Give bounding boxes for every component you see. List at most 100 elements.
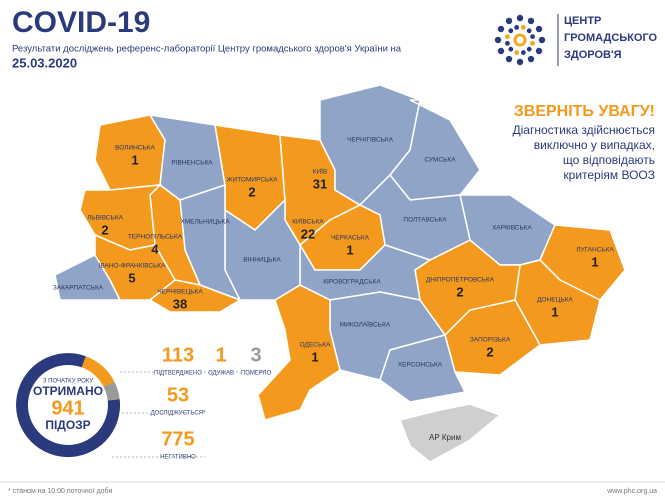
region-cases: 1 [346,242,353,257]
logo-dot [516,14,524,22]
stat-label: НЕГАТИВНО [160,455,196,461]
stat-value: 1 [215,344,226,366]
region-crimea [398,403,502,463]
region-cases: 4 [151,241,159,256]
notice-line: виключно у випадках, [534,138,655,152]
logo-icon [494,14,546,66]
region-cases: 1 [131,152,138,167]
logo-dot [505,55,513,63]
region-cases: 5 [128,270,135,285]
logo-dot [527,17,535,25]
donut-inner [31,368,105,442]
subtitle: Результати досліджень референс-лаборатор… [12,44,402,55]
logo-dot [526,28,532,34]
notice-line: що відповідають [563,153,655,167]
region-name: ЛУГАНСЬКА [576,247,614,254]
region-cases: 2 [248,184,255,199]
region-name: ХАРКІВСЬКА [492,225,532,232]
logo-dot [494,36,502,44]
logo-dot [538,36,546,44]
region-name: ХМЕЛЬНИЦЬКА [180,219,230,226]
donut-segment [103,381,120,401]
date: 25.03.2020 [12,55,77,70]
region-cases: 1 [311,349,318,364]
logo-dot [516,58,524,66]
region [379,334,467,403]
logo-dot [535,47,543,55]
logo-line: ГРОМАДСЬКОГО [564,32,658,44]
stat-value: 775 [161,428,194,450]
logo-dot [513,33,527,47]
region-name: ВІННИЦЬКА [243,257,281,264]
region-name: ХЕРСОНСЬКА [398,362,443,369]
logo-dot [535,25,543,33]
region-name: ПОЛТАВСЬКА [403,217,447,224]
summary-value: 941 [51,397,84,419]
notice-line: Діагностика здійснюється [513,123,655,137]
region-cases: 2 [456,284,463,299]
title: COVID-19 [12,6,150,39]
region [148,279,242,313]
logo-dot [505,17,513,25]
region-name: ЖИТОМИРСЬКА [227,177,279,184]
region [94,114,166,191]
region-name: АР Крим [429,433,461,442]
region-name: РІВНЕНСЬКА [171,160,213,167]
region [257,284,341,421]
region-name: КИЇВСЬКА [292,218,324,226]
stat-value: 113 [162,344,194,366]
region-name: ЗАКАРПАТСЬКА [53,285,104,292]
logo-dot [520,50,526,55]
region-cases: 22 [301,226,315,241]
logo-dot [530,40,535,46]
region-cases: 2 [101,222,108,237]
region-name: ДОНЕЦЬКА [537,297,573,304]
region-cases: 31 [313,176,327,191]
region-cases: 1 [551,304,558,319]
region-name: ТЕРНОПІЛЬСЬКА [128,234,183,241]
logo-dot [514,25,520,30]
notice-title: ЗВЕРНІТЬ УВАГУ! [514,103,655,120]
notice-line: критеріям ВООЗ [563,168,655,182]
footer-url: www.phc.org.ua [606,488,657,495]
logo-dot [505,40,510,46]
logo-dot [527,55,535,63]
stat-value: 3 [250,344,261,366]
logo-line: ЗДОРОВ'Я [564,49,622,61]
logo-dot [514,50,520,55]
summary-label: ОТРИМАНО [33,384,103,398]
region-name: ЗАПОРІЗЬКА [470,337,511,344]
logo-dot [530,34,535,40]
summary-unit: ПІДОЗР [45,418,90,432]
region-cases: 2 [486,344,493,359]
region-name: ДНІПРОПЕТРОВСЬКА [426,277,495,284]
region-name: ВОЛИНСЬКА [115,145,155,152]
stat-label: ДОСЛІДЖУЄТЬСЯ* [151,411,206,417]
region-name: СУМСЬКА [424,157,456,164]
logo-dot [526,46,532,52]
stat-label: ПІДТВЕРДЖЕНО [154,371,202,377]
logo-dot [505,34,510,40]
stat-label: ПОМЕРЛО [241,371,272,377]
summary-caption: З ПОЧАТКУ РОКУ [43,379,93,385]
region-name: МИКОЛАЇВСЬКА [340,321,391,329]
region-name: ІВАНО-ФРАНКІВСЬКА [99,263,167,270]
region-name: ЧЕРНІГІВСЬКА [347,137,394,144]
region-name: ЧЕРНІВЕЦЬКА [157,289,203,296]
region-cases: 1 [591,254,598,269]
donut-segment [81,356,115,387]
region-name: КІРОВОГРАДСЬКА [323,279,381,286]
logo-dot [508,46,514,52]
logo-dot [508,28,514,34]
region-name: КИЇВ [313,168,328,176]
region-cases: 38 [173,296,187,311]
stat-label: ОДУЖАВ [208,371,234,377]
region-name: ЧЕРКАСЬКА [331,235,370,242]
logo-dot [520,25,526,30]
region-name: ОДЕСЬКА [300,342,331,349]
logo-line: ЦЕНТР [564,15,601,27]
logo-dot [497,47,505,55]
footer-note: * станом на 10:00 поточної доби [8,487,113,495]
